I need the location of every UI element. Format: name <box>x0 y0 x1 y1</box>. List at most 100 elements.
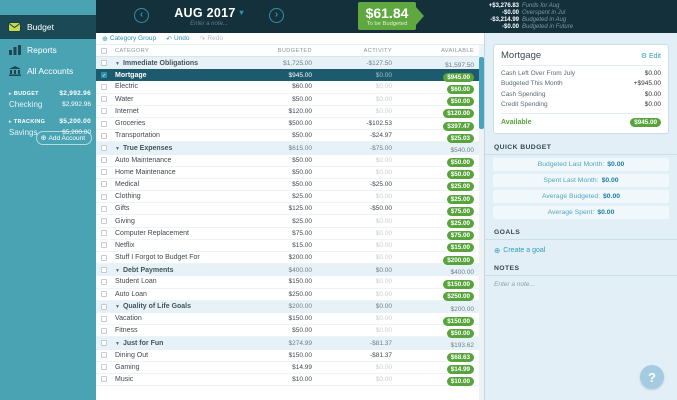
available-pill[interactable]: $50.00 <box>446 158 474 168</box>
category-row-clothing[interactable]: Clothing $25.00 $0.00 $25.00 <box>96 191 484 204</box>
quick-budget-button[interactable]: Budgeted Last Month: $0.00 <box>493 158 669 171</box>
row-checkbox[interactable] <box>101 132 107 139</box>
available-pill[interactable]: $25.00 <box>446 182 474 192</box>
account-section-header[interactable]: ▸ BUDGET $2,992.96 <box>9 90 91 97</box>
row-checkbox[interactable] <box>101 96 107 103</box>
next-month-button[interactable]: › <box>269 8 284 23</box>
available-pill[interactable]: $60.00 <box>446 84 474 94</box>
row-checkbox[interactable] <box>101 83 107 90</box>
budgeted-amount[interactable]: $10.00 <box>292 375 312 383</box>
add-account-button[interactable]: ⊕ Add Account <box>35 131 92 145</box>
sidebar-item-all-accounts[interactable]: All Accounts <box>0 60 96 81</box>
create-goal-button[interactable]: ⊕ Create a goal <box>485 240 677 261</box>
available-pill[interactable]: $150.00 <box>443 316 474 326</box>
row-checkbox[interactable] <box>101 291 107 298</box>
available-pill[interactable]: $25.00 <box>446 194 474 204</box>
budgeted-amount[interactable]: $150.00 <box>288 278 313 286</box>
account-section-header[interactable]: ▸ TRACKING $5,200.00 <box>9 118 91 125</box>
row-checkbox[interactable] <box>101 364 107 371</box>
group-row-quality-of-life-goals[interactable]: ▼ Quality of Life Goals $200.00 $0.00 $200.0… <box>96 300 484 313</box>
row-checkbox[interactable] <box>101 108 107 115</box>
budgeted-amount[interactable]: $14.99 <box>292 363 312 371</box>
budgeted-amount[interactable]: $25.00 <box>292 193 312 201</box>
budgeted-amount[interactable]: $615.00 <box>288 144 313 152</box>
budgeted-amount[interactable]: $50.00 <box>292 327 312 335</box>
budgeted-amount[interactable]: $25.00 <box>292 217 312 225</box>
budgeted-amount[interactable]: $200.00 <box>288 254 313 262</box>
row-checkbox[interactable] <box>101 230 107 237</box>
row-checkbox[interactable] <box>101 193 107 200</box>
budgeted-amount[interactable]: $150.00 <box>288 315 313 323</box>
budgeted-amount[interactable]: $50.00 <box>292 168 312 176</box>
quick-budget-button[interactable]: Average Budgeted: $0.00 <box>493 190 669 203</box>
category-row-auto-maintenance[interactable]: Auto Maintenance $50.00 $0.00 $50.00 <box>96 154 484 168</box>
group-row-true-expenses[interactable]: ▼ True Expenses $615.00 -$75.00 $540.00 <box>96 142 484 155</box>
category-row-internet[interactable]: Internet $120.00 $0.00 $120.00 <box>96 105 484 119</box>
notes-input[interactable]: Enter a note... <box>494 281 535 288</box>
group-row-immediate-obligations[interactable]: ▼ Immediate Obligations $1,725.00 -$127.50 $… <box>96 57 484 70</box>
account-row-savings[interactable]: Savings $5,200.00 <box>9 128 91 137</box>
category-row-dining-out[interactable]: Dining Out $150.00 -$81.37 $68.63 <box>96 349 484 363</box>
budgeted-amount[interactable]: $125.00 <box>288 205 313 213</box>
budgeted-amount[interactable]: $50.00 <box>292 180 312 188</box>
available-pill[interactable]: $75.00 <box>446 206 474 216</box>
group-row-just-for-fun[interactable]: ▼ Just for Fun $274.99 -$81.37 $193.62 <box>96 337 484 350</box>
row-checkbox[interactable] <box>101 157 107 164</box>
budgeted-amount[interactable]: $50.00 <box>292 132 312 140</box>
budgeted-amount[interactable]: $15.00 <box>292 241 312 249</box>
category-row-fitness[interactable]: Fitness $50.00 $0.00 $50.00 <box>96 325 484 338</box>
available-pill[interactable]: $250.00 <box>443 292 474 302</box>
row-checkbox[interactable] <box>101 120 107 127</box>
month-label[interactable]: AUG 2017 ▾ <box>154 6 264 20</box>
category-row-transportation[interactable]: Transportation $50.00 -$24.97 $25.03 <box>96 130 484 143</box>
category-row-medical[interactable]: Medical $50.00 -$25.00 $25.00 <box>96 178 484 192</box>
category-row-electric[interactable]: Electric $60.00 $0.00 $60.00 <box>96 81 484 94</box>
category-row-auto-loan[interactable]: Auto Loan $250.00 $0.00 $250.00 <box>96 288 484 302</box>
available-pill[interactable]: $10.00 <box>446 377 474 387</box>
previous-month-button[interactable]: ‹ <box>134 8 149 23</box>
budgeted-amount[interactable]: $50.00 <box>292 95 312 103</box>
category-row-music[interactable]: Music $10.00 $0.00 $10.00 <box>96 373 484 387</box>
quick-budget-button[interactable]: Spent Last Month: $0.00 <box>493 174 669 187</box>
group-row-debt-payments[interactable]: ▼ Debt Payments $400.00 $0.00 $400.00 <box>96 264 484 277</box>
category-row-home-maintenance[interactable]: Home Maintenance $50.00 $0.00 $50.00 <box>96 166 484 180</box>
row-checkbox[interactable] <box>101 218 107 225</box>
scrollbar-thumb[interactable] <box>479 57 484 129</box>
row-checkbox[interactable] <box>101 352 107 359</box>
budgeted-amount[interactable]: $400.00 <box>288 266 313 274</box>
table-scrollbar[interactable] <box>479 45 484 400</box>
category-row-student-loan[interactable]: Student Loan $150.00 $0.00 $150.00 <box>96 276 484 289</box>
budgeted-amount[interactable]: $60.00 <box>292 83 312 91</box>
available-pill[interactable]: $14.99 <box>446 365 474 375</box>
row-checkbox[interactable] <box>101 205 107 212</box>
row-checkbox[interactable] <box>101 303 107 310</box>
quick-budget-button[interactable]: Average Spent: $0.00 <box>493 206 669 219</box>
category-row-gaming[interactable]: Gaming $14.99 $0.00 $14.99 <box>96 361 484 375</box>
category-row-stuff-i-forgot-to-budget-for[interactable]: Stuff I Forgot to Budget For $200.00 $0.00… <box>96 252 484 265</box>
redo-button[interactable]: ↷ Redo <box>200 35 223 43</box>
category-row-giving[interactable]: Giving $25.00 $0.00 $25.00 <box>96 215 484 229</box>
budgeted-amount[interactable]: $500.00 <box>288 120 313 128</box>
available-pill[interactable]: $397.47 <box>443 121 474 131</box>
row-checkbox[interactable] <box>101 267 107 274</box>
available-pill[interactable]: $50.00 <box>446 97 474 107</box>
budgeted-amount[interactable]: $274.99 <box>288 339 313 347</box>
row-checkbox[interactable] <box>101 181 107 188</box>
row-checkbox[interactable] <box>101 327 107 334</box>
row-checkbox[interactable] <box>101 145 107 152</box>
select-all-checkbox[interactable] <box>101 47 107 54</box>
available-pill[interactable]: $75.00 <box>446 231 474 241</box>
sidebar-item-budget[interactable]: Budget <box>0 15 96 39</box>
row-checkbox[interactable] <box>101 169 107 176</box>
available-pill[interactable]: $25.03 <box>446 133 474 143</box>
category-row-groceries[interactable]: Groceries $500.00 -$102.53 $397.47 <box>96 117 484 131</box>
available-pill[interactable]: $50.00 <box>446 328 474 338</box>
available-pill[interactable]: $120.00 <box>443 109 474 119</box>
row-checkbox[interactable]: ✓ <box>101 72 107 80</box>
available-pill[interactable]: $50.00 <box>446 170 474 180</box>
help-button[interactable]: ? <box>640 365 664 389</box>
account-row-checking[interactable]: Checking $2,992.96 <box>9 100 91 109</box>
category-row-netflix[interactable]: Netflix $15.00 $0.00 $15.00 <box>96 239 484 253</box>
available-pill[interactable]: $200.00 <box>443 255 474 265</box>
available-pill[interactable]: $945.00 <box>443 73 474 83</box>
